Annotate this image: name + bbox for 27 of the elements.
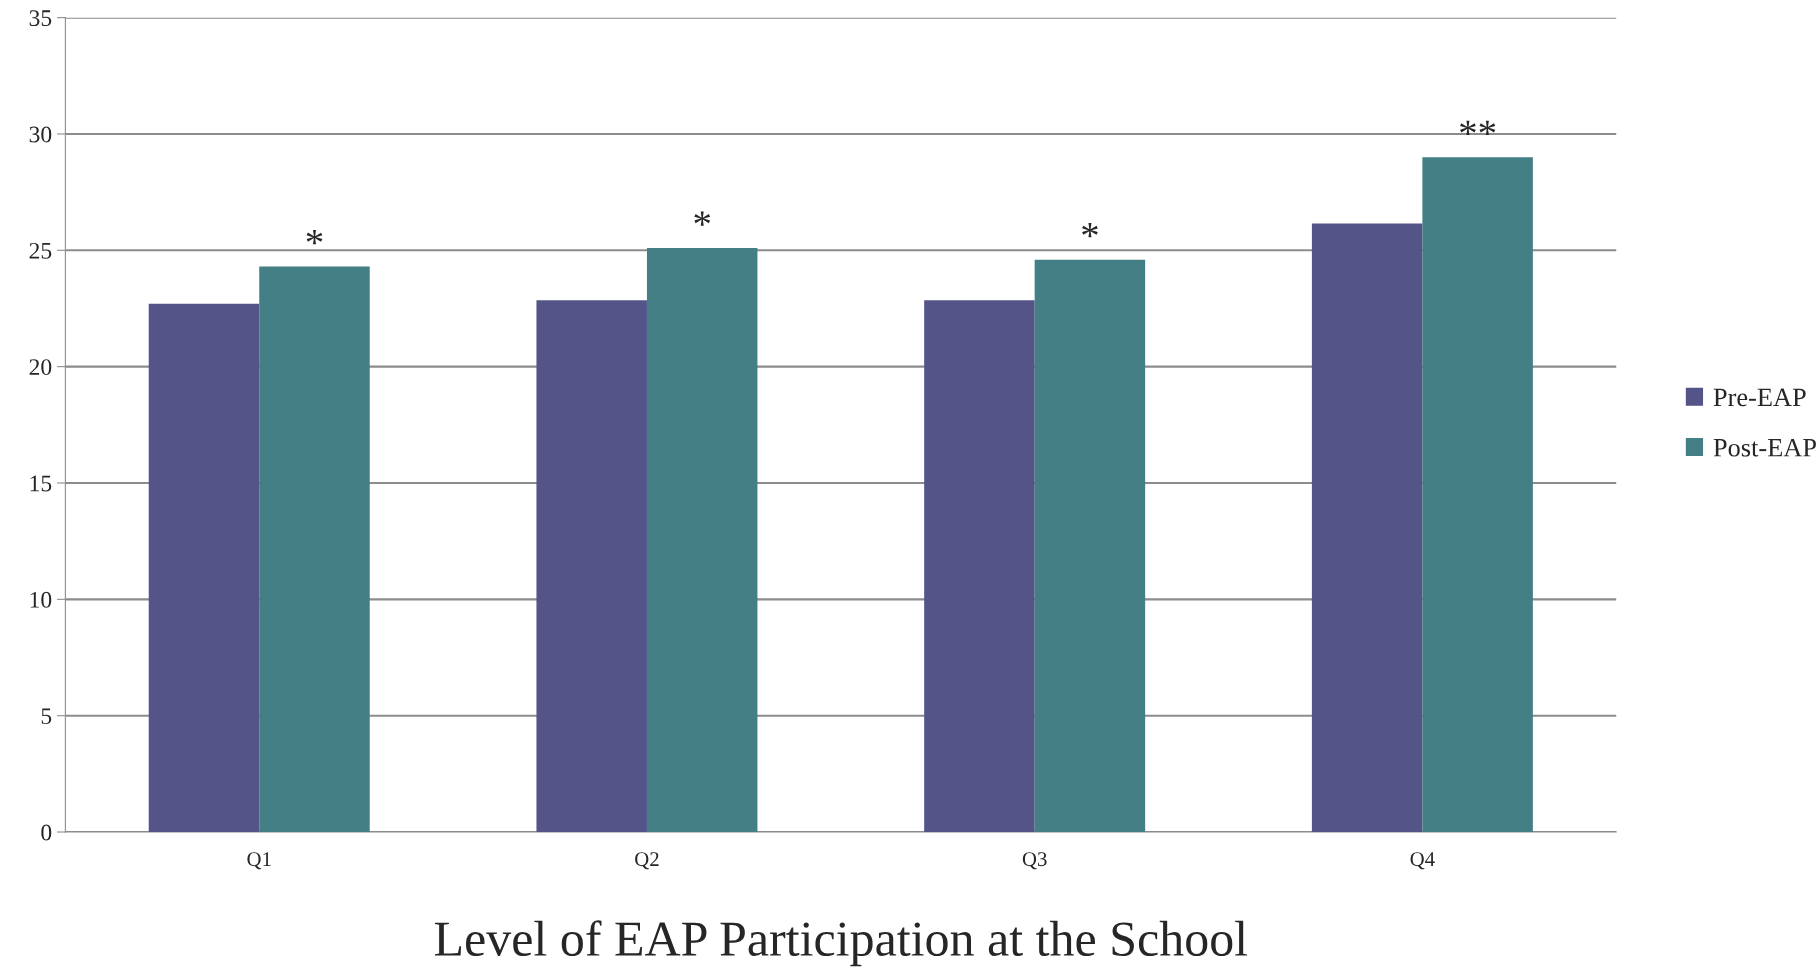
- x-tick-label: Q1: [247, 852, 271, 870]
- annotation: *: [1082, 223, 1098, 238]
- bar: [1034, 259, 1146, 833]
- y-tick-label: 5: [41, 708, 52, 725]
- bar: [536, 300, 647, 833]
- x-axis-title: Level of EAP Participation at the School: [434, 920, 1248, 967]
- y-tick-label: 35: [29, 10, 52, 27]
- annotation: *: [694, 211, 711, 226]
- bar: [259, 266, 370, 833]
- y-tick-label: 10: [30, 591, 52, 608]
- y-tick-label: 0: [41, 824, 52, 841]
- bar: [1422, 157, 1533, 833]
- legend-label: Post-EAP: [1713, 438, 1816, 457]
- bar: [646, 247, 758, 833]
- annotation: **: [1460, 120, 1496, 135]
- y-tick-label: 30: [29, 126, 52, 143]
- y-tick-label: 25: [29, 242, 52, 259]
- x-tick-label: Q3: [1022, 852, 1047, 870]
- y-tick-label: 20: [29, 359, 52, 376]
- bar: [1311, 223, 1423, 833]
- x-tick-label: Q4: [1410, 852, 1435, 870]
- x-tick-label: Q2: [635, 852, 659, 870]
- annotation: *: [306, 230, 323, 245]
- legend-label: Pre-EAP: [1713, 388, 1806, 407]
- bar: [148, 303, 260, 833]
- y-tick-label: 15: [30, 475, 52, 492]
- bar: [924, 300, 1035, 833]
